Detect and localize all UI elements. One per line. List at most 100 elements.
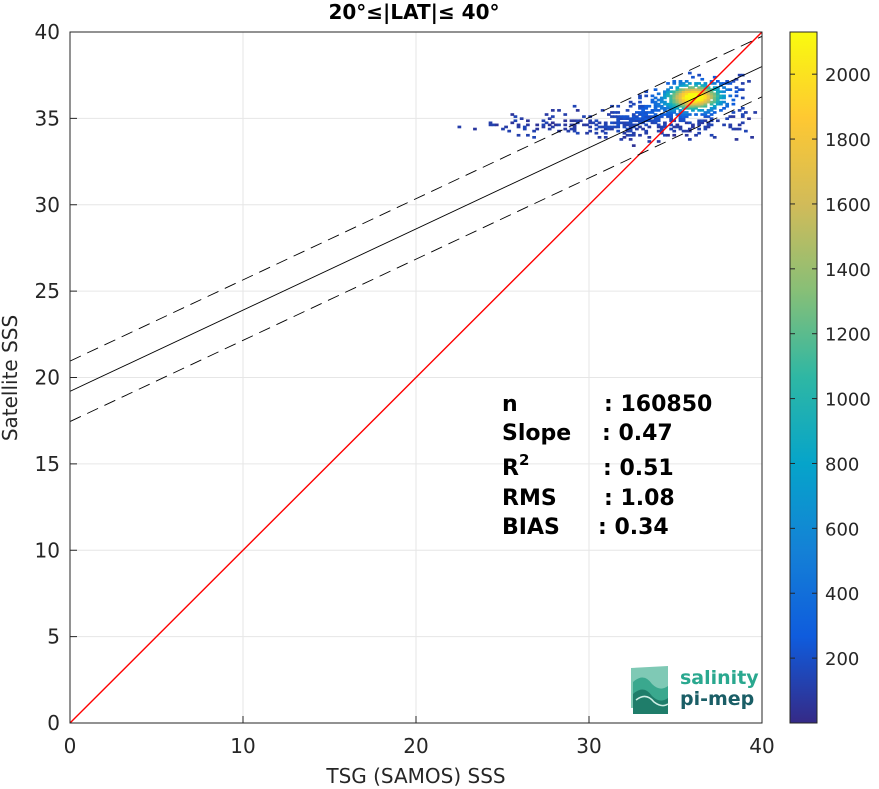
density-cell <box>650 115 655 118</box>
density-cell <box>687 96 692 100</box>
density-cell <box>691 106 695 110</box>
density-cell <box>659 113 664 116</box>
density-cell <box>678 84 683 87</box>
density-cell <box>740 82 745 85</box>
density-cell <box>728 88 733 91</box>
density-cell <box>672 102 677 106</box>
density-cell <box>616 129 621 133</box>
density-cell <box>694 104 698 108</box>
density-cell <box>694 92 698 96</box>
density-cell <box>678 90 683 94</box>
density-cell <box>681 117 686 121</box>
density-cell <box>672 100 677 104</box>
density-cell <box>684 96 689 100</box>
density-cell <box>535 127 540 131</box>
density-cell <box>715 96 720 100</box>
density-cell <box>703 104 708 108</box>
density-cell <box>675 106 680 110</box>
density-cell <box>638 119 642 123</box>
density-cell <box>653 96 658 100</box>
density-cell <box>650 98 655 102</box>
density-cell <box>647 135 652 139</box>
colorbar-tick-label: 800 <box>825 454 859 475</box>
density-cell <box>709 88 714 91</box>
density-cell <box>613 125 617 129</box>
density-cell <box>684 92 689 96</box>
density-cell <box>703 125 708 129</box>
density-cell <box>672 92 677 96</box>
density-cell <box>541 125 546 129</box>
density-cell <box>563 113 568 116</box>
density-cell <box>507 129 512 133</box>
density-cell <box>625 121 630 125</box>
density-cell <box>728 94 733 98</box>
density-cell <box>603 121 608 125</box>
density-cell <box>712 135 717 139</box>
density-cell <box>715 92 720 96</box>
density-cell <box>691 94 695 98</box>
density-cell <box>628 123 633 127</box>
density-cell <box>522 125 527 129</box>
density-cell <box>703 111 708 114</box>
colorbar <box>789 31 818 724</box>
density-cell <box>569 123 574 127</box>
density-cell <box>516 133 521 137</box>
density-cell <box>706 121 711 125</box>
density-cell <box>631 113 636 116</box>
density-cell <box>734 86 739 89</box>
density-cell <box>641 106 645 110</box>
density-cell <box>635 117 639 121</box>
density-cell <box>616 111 621 114</box>
density-cell <box>644 111 649 114</box>
density-cell <box>628 138 633 141</box>
density-cell <box>672 94 677 98</box>
density-cell <box>641 119 645 123</box>
density-cell <box>737 88 742 91</box>
density-cell <box>678 127 683 131</box>
density-cell <box>678 102 683 106</box>
density-cell <box>709 117 714 121</box>
density-cell <box>678 96 683 100</box>
density-cell <box>669 127 673 131</box>
density-cell <box>638 111 642 114</box>
density-cell <box>722 82 726 85</box>
density-cell <box>631 102 636 106</box>
density-cell <box>706 109 711 112</box>
density-cell <box>691 90 695 94</box>
density-cell <box>656 123 661 127</box>
density-cell <box>638 133 642 137</box>
density-cell <box>737 127 742 131</box>
colorbar-tick-label: 1400 <box>825 260 871 281</box>
density-cell <box>619 117 624 121</box>
density-cell <box>628 121 633 125</box>
density-cell <box>616 119 621 123</box>
density-cell <box>547 123 552 127</box>
density-cell <box>575 119 580 123</box>
y-tick-label: 20 <box>35 366 60 390</box>
colorbar-tick-label: 600 <box>825 519 859 540</box>
density-cell <box>675 98 680 102</box>
y-tick-label: 0 <box>47 711 60 735</box>
density-cell <box>616 125 621 129</box>
density-cell <box>522 127 527 131</box>
density-cell <box>687 94 692 98</box>
density-cell <box>719 102 723 106</box>
density-cell <box>606 125 611 129</box>
density-cell <box>740 121 745 125</box>
density-cell <box>675 125 680 129</box>
density-cell <box>703 100 708 104</box>
density-cell <box>694 106 698 110</box>
density-cell <box>678 109 683 112</box>
x-axis-label: TSG (SAMOS) SSS <box>325 764 505 788</box>
density-cell <box>625 123 630 127</box>
density-cell <box>675 96 680 100</box>
density-cell <box>510 121 515 125</box>
density-cell <box>656 140 661 143</box>
line-fit-lower <box>70 96 762 422</box>
density-cell <box>656 109 661 112</box>
density-cell <box>715 90 720 94</box>
density-cell <box>734 77 739 81</box>
density-cell <box>600 129 605 133</box>
density-cell <box>638 100 642 104</box>
density-cell <box>622 121 627 125</box>
